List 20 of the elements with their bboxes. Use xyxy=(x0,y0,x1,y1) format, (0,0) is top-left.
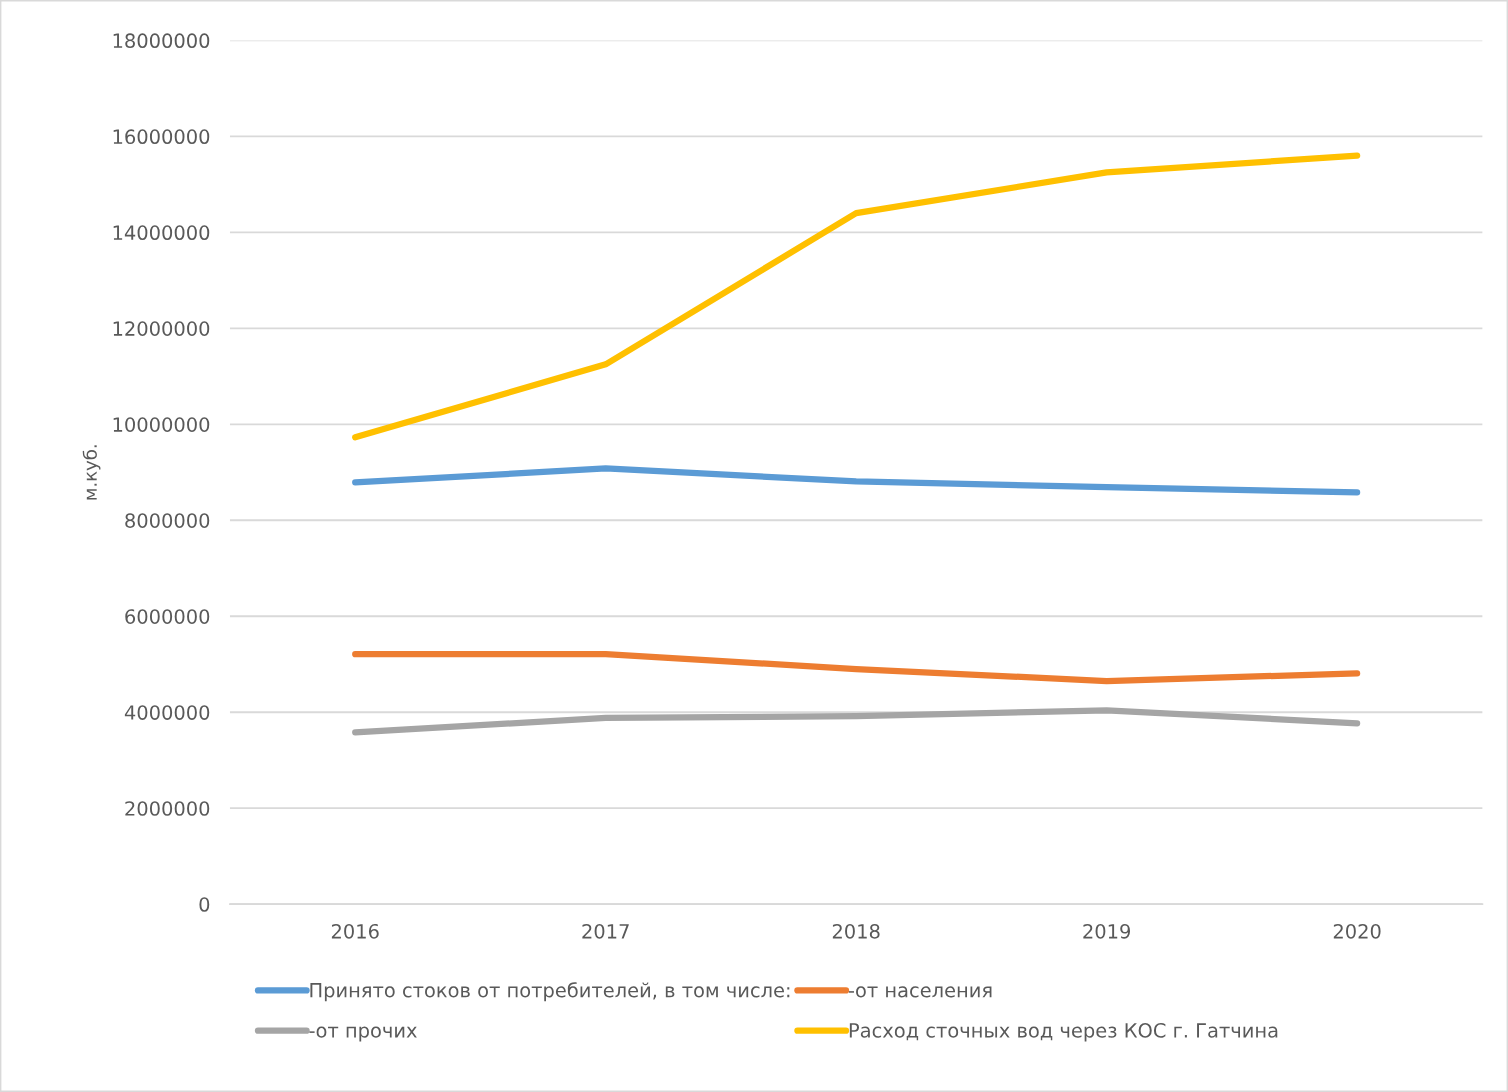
legend-label: -от прочих xyxy=(309,1026,417,1042)
y-tick-label: 6000000 xyxy=(125,609,210,624)
y-tick-label: 2000000 xyxy=(125,801,210,816)
y-tick-label: 10000000 xyxy=(113,417,210,432)
y-tick-label: 0 xyxy=(199,897,210,912)
y-tick-label: 12000000 xyxy=(113,321,210,336)
x-tick-label: 2019 xyxy=(1083,923,1131,939)
x-tick-label: 2020 xyxy=(1333,923,1381,939)
y-tick-label: 14000000 xyxy=(113,225,210,241)
x-tick-label: 2017 xyxy=(582,923,629,939)
y-tick-label: 16000000 xyxy=(113,129,210,145)
y-tick-label: 4000000 xyxy=(124,705,210,720)
y-tick-label: 8000000 xyxy=(125,513,210,528)
x-tick-label: 2018 xyxy=(832,923,880,939)
legend-label: Расход сточных вод через КОС г. Гатчина xyxy=(849,1023,1278,1042)
legend-label: -от населения xyxy=(848,986,992,998)
y-tick-label: 18000000 xyxy=(113,33,210,49)
legend-label: Принято стоков от потребителей, в том числе: xyxy=(310,982,790,1002)
y-axis-title: м.куб. xyxy=(82,445,101,500)
x-tick-label: 2016 xyxy=(331,923,379,939)
